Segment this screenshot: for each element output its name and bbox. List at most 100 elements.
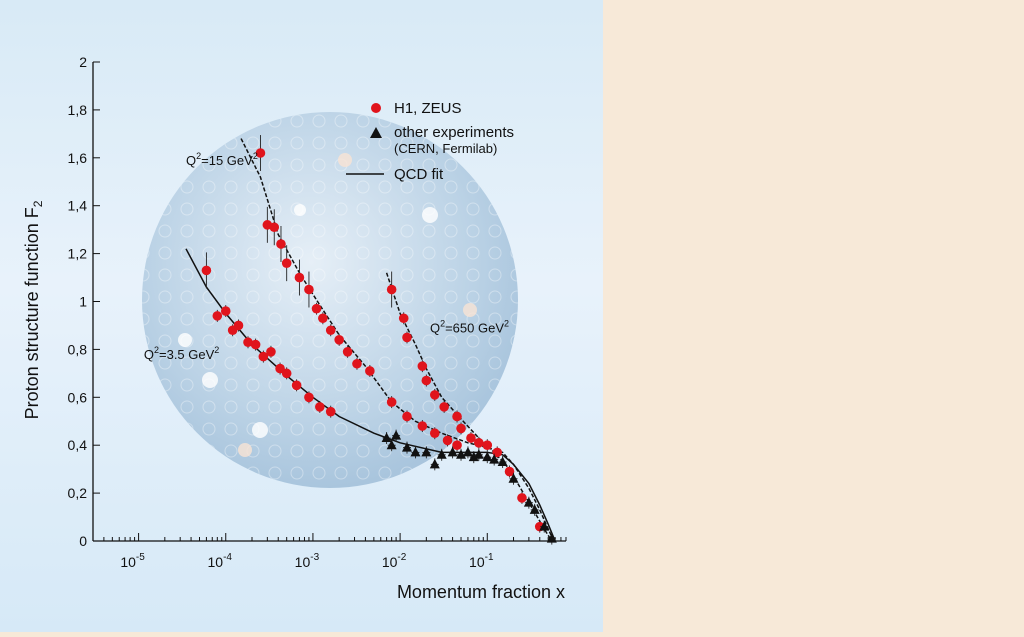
data-point-other [546,533,557,543]
data-point-other [497,456,508,466]
data-point-h1zeus [250,339,261,350]
data-point-other [523,497,534,507]
data-point-h1zeus [266,346,276,357]
x-tick-label: 10-2 [382,552,407,570]
data-point-other [473,449,484,459]
x-axis-title: Momentum fraction x [397,582,565,602]
q2-annotations: Q2=15 GeV2 Q2=3.5 GeV2 Q2=650 GeV2 [144,151,509,362]
data-point-h1zeus [281,368,292,379]
data-point-h1zeus [504,466,515,477]
data-point-other [429,458,440,469]
data-point-h1zeus [304,284,314,295]
y-tick-label: 1,2 [68,246,88,262]
x-tick-label: 10-5 [120,552,145,570]
y-tick-label: 1 [79,294,87,310]
data-point-h1zeus [294,272,305,283]
data-point-other [447,446,458,457]
data-point-h1zeus [325,325,336,336]
data-point-other [539,521,550,531]
data-point-h1zeus [311,303,322,314]
data-point-h1zeus [517,493,527,503]
data-point-other [381,432,392,443]
data-point-h1zeus [233,320,244,331]
data-point-h1zeus [315,402,325,412]
data-point-h1zeus [365,366,375,376]
data-point-h1zeus [456,423,466,434]
data-point-other [386,439,397,450]
legend: H1, ZEUS other experiments (CERN, Fermil… [346,100,514,183]
y-tick-label: 1,4 [68,198,88,214]
legend-label-qcd: QCD fit [394,166,444,183]
data-point-h1zeus [304,392,314,403]
data-points [201,135,557,545]
legend-label-other-sub: (CERN, Fermilab) [394,141,497,156]
data-point-other [468,451,479,462]
data-point-h1zeus [402,332,412,343]
data-point-other [489,454,500,464]
data-point-h1zeus [212,311,223,321]
data-point-h1zeus [417,361,428,371]
y-tick-label: 1,6 [68,150,88,166]
data-point-h1zeus [325,406,336,417]
chart-axes: 0 0,2 0,4 0,6 0,8 1 1,2 1,4 1,6 1,8 2 10-5 10-4 10-3 1… [68,54,567,570]
data-point-h1zeus [474,438,484,448]
data-point-h1zeus [243,337,253,348]
data-point-h1zeus [429,428,440,439]
side-panel [603,0,1024,632]
y-tick-label: 0,2 [68,485,88,501]
data-point-h1zeus [291,380,302,391]
figure-panel: 0 0,2 0,4 0,6 0,8 1 1,2 1,4 1,6 1,8 2 10-5 10-4 10-3 1… [0,0,603,632]
data-point-other [508,473,519,483]
legend-label-h1zeus: H1, ZEUS [394,100,462,117]
data-point-other [391,430,402,440]
data-point-h1zeus [442,435,453,446]
data-point-h1zeus [386,284,397,295]
data-point-other [421,446,432,457]
annotation-q35: Q2=3.5 GeV2 [144,345,219,362]
data-point-h1zeus [258,351,269,362]
data-point-h1zeus [452,411,462,422]
data-point-h1zeus [398,313,409,324]
y-tick-label: 0 [79,533,87,549]
y-tick-label: 2 [79,54,87,70]
data-point-other [529,504,540,514]
data-point-h1zeus [255,148,266,158]
data-point-h1zeus [281,258,292,268]
structure-function-chart: 0 0,2 0,4 0,6 0,8 1 1,2 1,4 1,6 1,8 2 10-5 10-4 10-3 1… [22,54,567,602]
legend-marker-h1zeus [371,103,381,113]
data-point-other [462,446,473,457]
data-point-h1zeus [269,222,280,233]
data-point-other [456,449,467,459]
data-point-h1zeus [201,265,212,276]
data-point-h1zeus [402,411,412,422]
data-point-h1zeus [352,358,362,369]
legend-label-other: other experiments [394,124,514,141]
data-point-h1zeus [318,313,328,324]
data-point-h1zeus [452,440,462,451]
legend-marker-other [370,127,382,138]
data-point-h1zeus [276,239,286,249]
y-tick-label: 0,4 [68,437,88,453]
data-point-h1zeus [482,440,493,451]
x-tick-label: 10-4 [208,552,233,570]
y-tick-label: 0,6 [68,389,88,405]
data-point-h1zeus [220,306,231,316]
x-tick-label: 10-1 [469,552,494,570]
annotation-q650: Q2=650 GeV2 [430,319,509,336]
data-point-h1zeus [417,421,428,431]
qcd-fit-curve-2 [240,138,555,542]
annotation-q15: Q2=15 GeV2 [186,151,258,168]
data-point-h1zeus [342,346,353,357]
data-point-h1zeus [386,397,397,407]
data-point-other [482,451,493,462]
x-tick-label: 10-3 [295,552,320,570]
data-point-h1zeus [421,375,432,386]
data-point-other [410,446,421,457]
y-tick-label: 1,8 [68,102,88,118]
data-point-other [402,442,413,452]
data-point-h1zeus [275,363,285,374]
proton-sphere-illustration [142,112,518,488]
y-tick-label: 0,8 [68,341,88,357]
data-point-h1zeus [466,433,476,443]
y-axis-title: Proton structure function F2 [22,200,45,419]
